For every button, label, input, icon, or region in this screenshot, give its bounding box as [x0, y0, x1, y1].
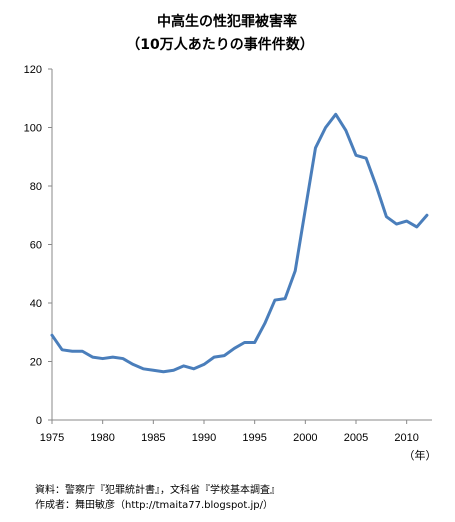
data-point — [121, 357, 124, 360]
data-point — [172, 369, 175, 372]
data-point — [243, 341, 246, 344]
x-tick-label: 1985 — [141, 432, 165, 444]
data-point — [385, 215, 388, 218]
data-point — [415, 225, 418, 228]
source-line-1: 資料：警察庁『犯罪統計書』，文科省『学校基本調査』 — [35, 483, 280, 496]
data-point — [71, 350, 74, 353]
x-tick-label: 2010 — [394, 432, 418, 444]
y-tick-label: 0 — [36, 415, 42, 427]
data-point — [263, 322, 266, 325]
data-point — [395, 223, 398, 226]
chart-subtitle: （10万人あたりの事件件数） — [126, 36, 313, 53]
data-point — [51, 334, 54, 337]
data-point — [304, 208, 307, 211]
data-point — [344, 129, 347, 132]
data-point — [223, 354, 226, 357]
x-tick-label: 1995 — [242, 432, 266, 444]
data-point — [162, 370, 165, 373]
source-line-2: 作成者：舞田敏彦（http://tmaita77.blogspot.jp/） — [35, 498, 273, 511]
y-tick-label: 40 — [30, 298, 42, 310]
data-point — [91, 356, 94, 359]
data-point — [101, 357, 104, 360]
data-point — [203, 363, 206, 366]
y-tick-label: 100 — [24, 123, 42, 135]
y-tick-label: 80 — [30, 181, 42, 193]
y-axis: 0 20 40 60 80 100 120 — [24, 64, 53, 427]
data-point — [233, 347, 236, 350]
data-point — [213, 356, 216, 359]
x-tick-label: 2005 — [344, 432, 368, 444]
y-tick-label: 120 — [24, 64, 42, 76]
data-point — [334, 113, 337, 116]
data-point — [253, 341, 256, 344]
data-point — [314, 146, 317, 149]
x-unit-label: （年） — [404, 448, 437, 462]
data-point — [365, 157, 368, 160]
data-point — [294, 269, 297, 272]
data-point — [192, 367, 195, 370]
data-point — [182, 364, 185, 367]
chart-title: 中高生の性犯罪被害率 — [157, 13, 297, 30]
data-point — [425, 214, 428, 217]
series-group — [50, 112, 429, 374]
x-axis: 1975 1980 1985 1990 1995 2000 2005 2010 — [40, 419, 432, 444]
data-point — [273, 299, 276, 302]
x-tick-label: 1990 — [192, 432, 216, 444]
data-point — [61, 348, 64, 351]
data-point — [132, 363, 135, 366]
x-tick-label: 2000 — [293, 432, 317, 444]
x-tick-label: 1975 — [40, 432, 64, 444]
data-point — [375, 185, 378, 188]
x-tick-label: 1980 — [90, 432, 114, 444]
y-tick-label: 60 — [30, 240, 42, 252]
data-point — [111, 356, 114, 359]
data-point — [324, 126, 327, 129]
data-point — [405, 220, 408, 223]
y-tick-label: 20 — [30, 357, 42, 369]
data-point — [152, 369, 155, 372]
data-point — [284, 297, 287, 300]
data-point — [142, 367, 145, 370]
data-point — [81, 350, 84, 353]
series-line — [50, 112, 429, 374]
data-point — [355, 154, 358, 157]
